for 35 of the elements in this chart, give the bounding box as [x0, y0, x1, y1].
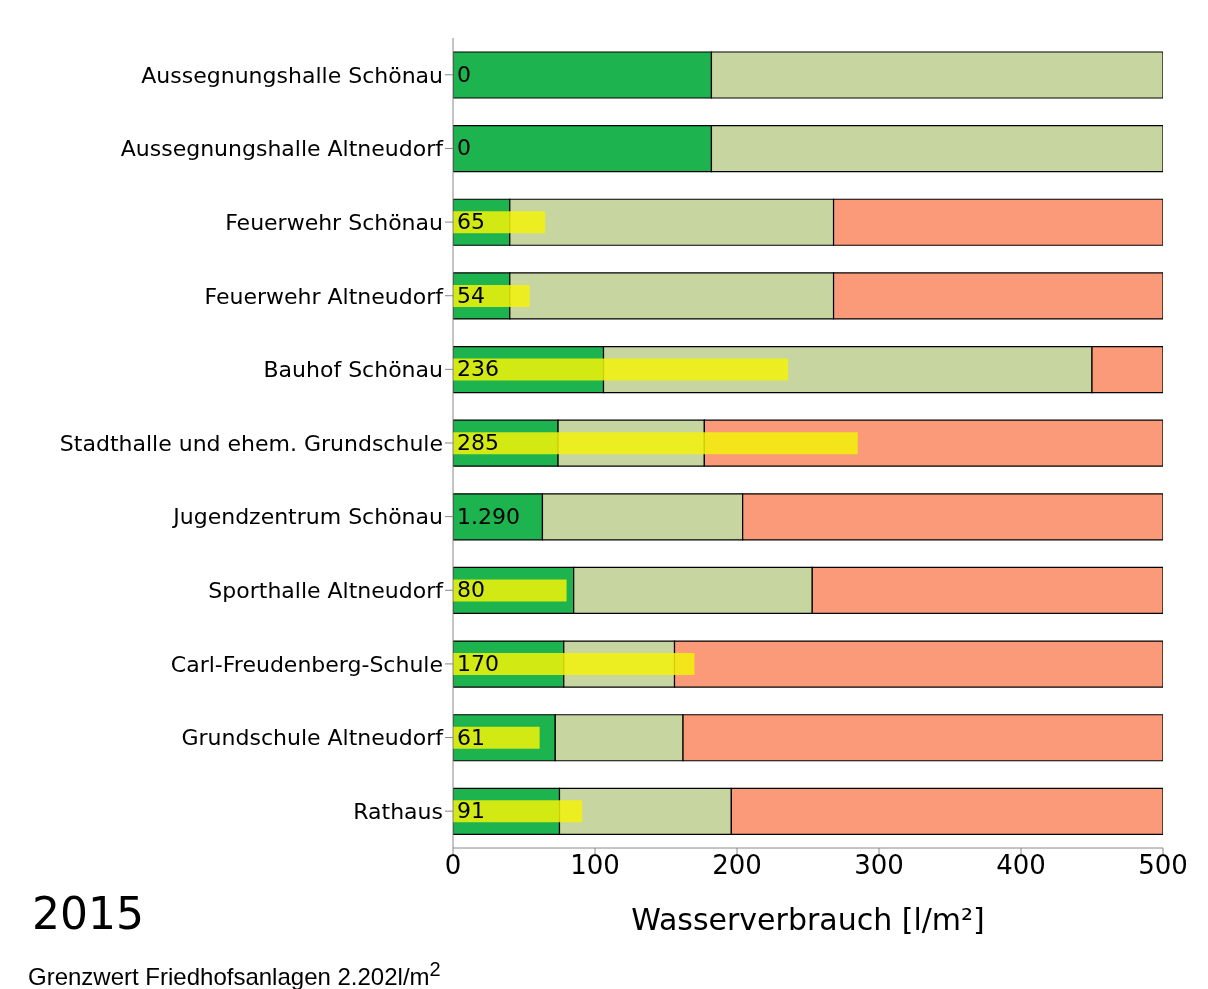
bar [453, 579, 567, 602]
y-tick-label: Feuerwehr Altneudorf [204, 283, 445, 309]
x-tick-label: 200 [712, 850, 762, 881]
data-label: 236 [457, 355, 499, 384]
data-label: 285 [457, 429, 499, 457]
y-tick-label: Stadthalle und ehem. Grundschule [59, 430, 443, 456]
data-label: 0 [457, 134, 471, 163]
bar [453, 432, 858, 455]
x-tick-label: 0 [444, 850, 462, 881]
y-tick-label: Carl-Freudenberg-Schule [170, 651, 443, 677]
text: 2015 [32, 888, 144, 939]
data-label: 80 [457, 576, 485, 605]
text: 1.290 [457, 503, 520, 529]
bar [453, 653, 695, 676]
y-tick-label: Jugendzentrum Schönau [171, 504, 443, 530]
data-label: 61 [457, 723, 485, 752]
data-label: 65 [457, 208, 485, 237]
x-tick-label: 500 [1138, 850, 1188, 881]
y-tick-label: Sporthalle Altneudorf [208, 578, 445, 604]
y-tick-label: Aussegnungshalle Altneudorf [120, 136, 445, 162]
y-tick-label: Rathaus [353, 798, 443, 824]
y-tick-label: Grundschule Altneudorf [181, 725, 445, 751]
y-tick-label: Bauhof Schönau [263, 357, 443, 383]
data-label: 54 [457, 281, 485, 310]
x-tick-label: 400 [996, 850, 1046, 881]
bar [453, 358, 789, 381]
x-axis-title: Wasserverbrauch [l/m²] [631, 902, 985, 937]
y-tick-label: Aussegnungshalle Schönau [141, 62, 443, 88]
data-label: 170 [457, 649, 499, 678]
y-tick-label: Feuerwehr Schönau [225, 209, 443, 235]
bar [453, 800, 583, 823]
x-tick-label: 300 [854, 850, 904, 881]
data-label: 0 [457, 60, 471, 89]
x-tick-label: 100 [570, 850, 620, 881]
data-label: 91 [457, 797, 485, 826]
